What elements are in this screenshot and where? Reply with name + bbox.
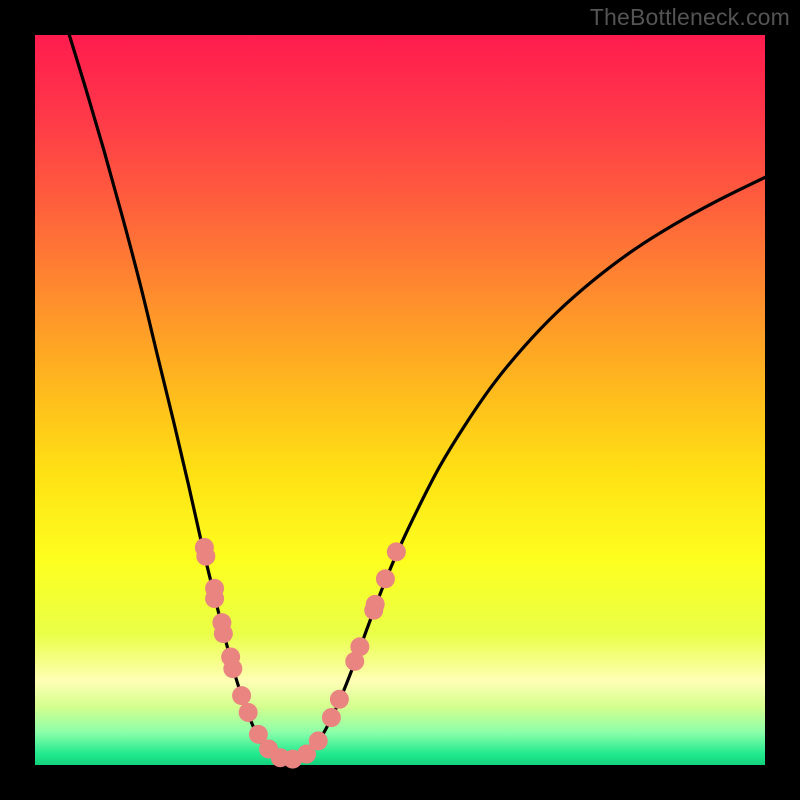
- marker-dot: [350, 637, 369, 656]
- watermark-text: TheBottleneck.com: [590, 4, 790, 31]
- marker-dot: [322, 708, 341, 727]
- chart-frame: TheBottleneck.com: [0, 0, 800, 800]
- marker-dot: [309, 731, 328, 750]
- marker-dot: [214, 624, 233, 643]
- marker-dot: [366, 595, 385, 614]
- marker-dot: [223, 659, 242, 678]
- chart-svg: [0, 0, 800, 800]
- plot-background: [35, 35, 765, 765]
- marker-dot: [376, 569, 395, 588]
- marker-dot: [239, 703, 258, 722]
- marker-dot: [232, 686, 251, 705]
- marker-dot: [387, 542, 406, 561]
- marker-dot: [330, 690, 349, 709]
- marker-dot: [205, 589, 224, 608]
- marker-dot: [196, 547, 215, 566]
